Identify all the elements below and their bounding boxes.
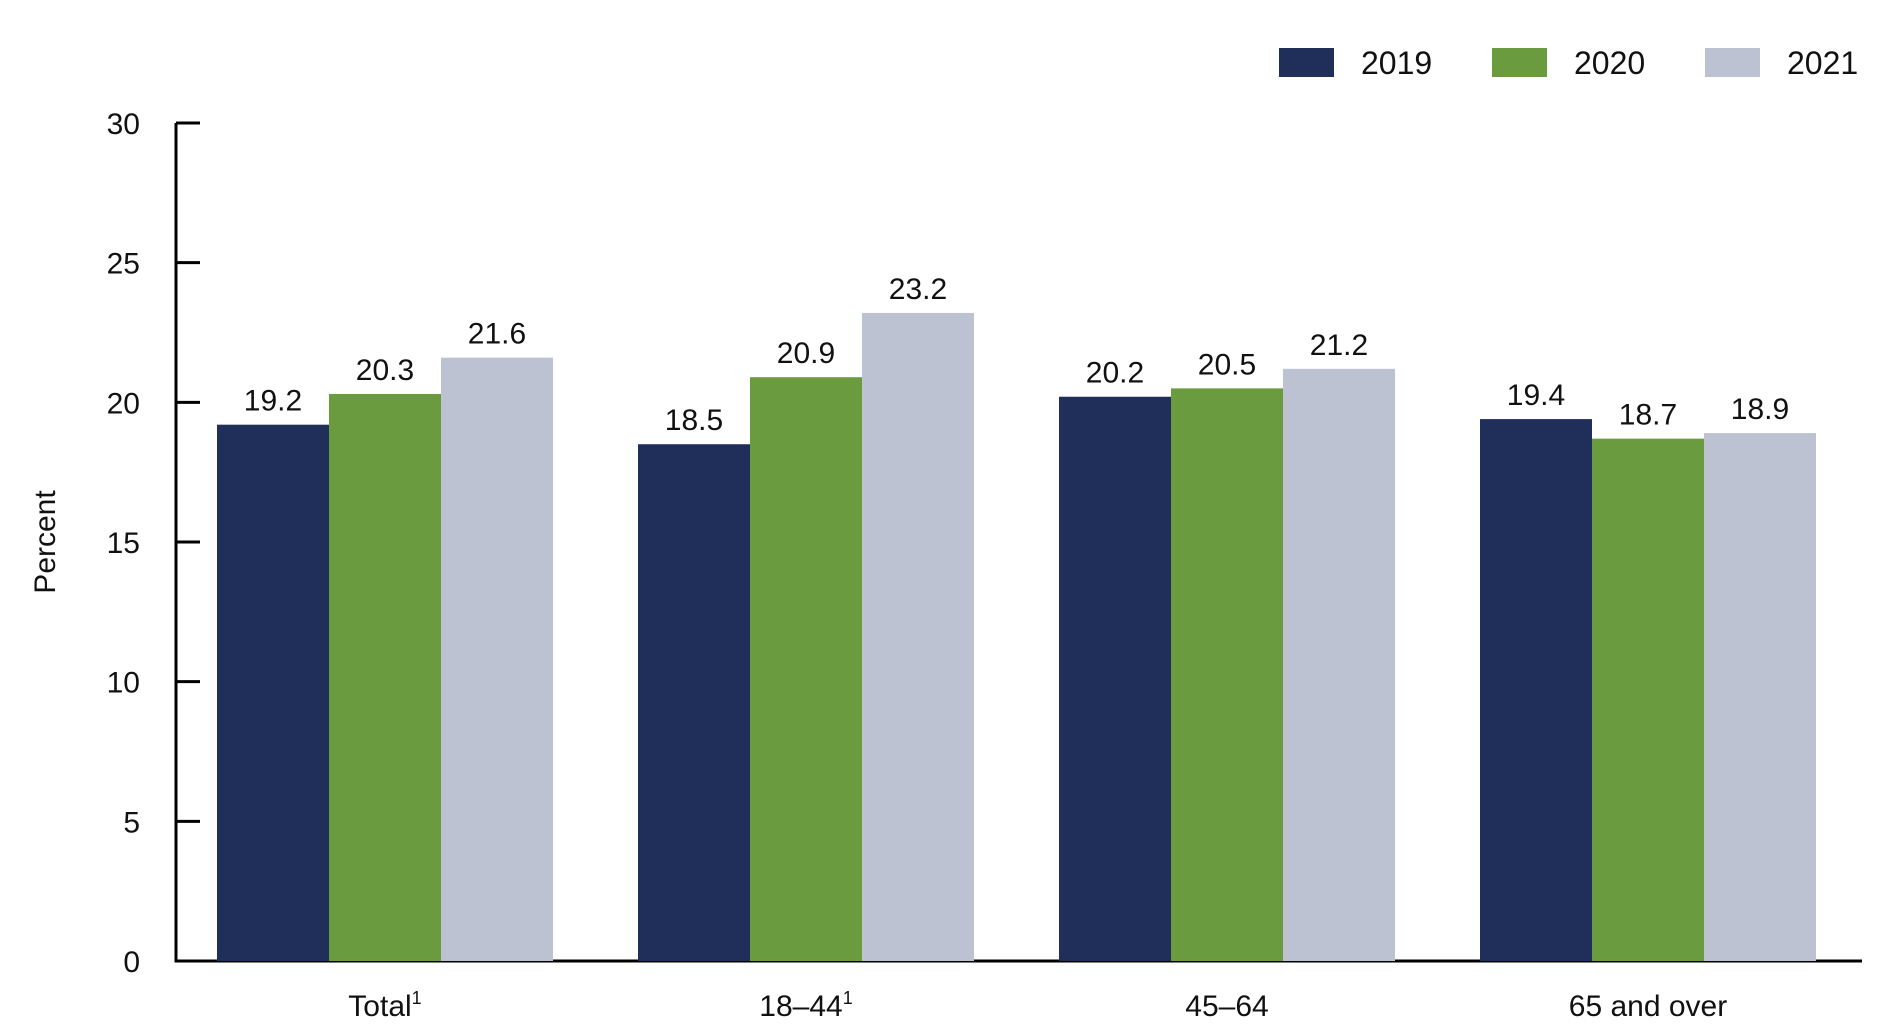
footnote-marker: 1 [412, 988, 422, 1008]
data-label: 20.9 [777, 337, 835, 370]
bar-2019-1 [638, 444, 750, 961]
bar-2019-2 [1059, 396, 1171, 961]
legend: 2019 2020 2021 [1279, 45, 1858, 81]
bar-2021-1 [862, 312, 974, 961]
x-category-text: Total [348, 990, 411, 1023]
x-category-text: 45–64 [1185, 990, 1268, 1023]
legend-swatch-2020 [1492, 48, 1547, 77]
legend-swatch-2019 [1279, 48, 1334, 77]
x-category-text: 18–44 [759, 990, 842, 1023]
x-category-label: Total1 [348, 988, 421, 1023]
data-label: 18.9 [1731, 393, 1789, 426]
data-label: 20.5 [1198, 348, 1256, 381]
bars [217, 312, 1816, 961]
data-label: 18.7 [1619, 399, 1677, 432]
footnote-marker: 1 [843, 988, 853, 1008]
data-label: 20.3 [356, 354, 414, 387]
data-label: 19.2 [244, 385, 302, 418]
data-label: 21.2 [1310, 329, 1368, 362]
bar-2020-1 [750, 377, 862, 961]
bar-2019-3 [1480, 419, 1592, 961]
x-category-label: 65 and over [1569, 990, 1727, 1023]
y-tick-label: 20 [107, 387, 140, 420]
data-label: 18.5 [665, 404, 723, 437]
data-label: 19.4 [1507, 379, 1565, 412]
data-label: 23.2 [889, 273, 947, 306]
x-category-text: 65 and over [1569, 990, 1727, 1023]
y-tick-label: 0 [123, 946, 140, 979]
bar-2019-0 [217, 424, 329, 961]
legend-label: 2019 [1361, 45, 1432, 81]
y-tick-label: 10 [107, 667, 140, 700]
x-category-label: 45–64 [1185, 990, 1268, 1023]
bar-2020-2 [1171, 388, 1283, 961]
y-axis-title: Percent [29, 490, 62, 594]
legend-swatch-2021 [1705, 48, 1760, 77]
y-tick-label: 15 [107, 527, 140, 560]
y-tick-label: 30 [107, 108, 140, 141]
bar-2020-3 [1592, 438, 1704, 961]
data-label: 20.2 [1086, 357, 1144, 390]
y-tick-label: 5 [123, 806, 140, 839]
legend-label: 2021 [1787, 45, 1858, 81]
bar-2020-0 [329, 393, 441, 961]
bar-2021-0 [441, 357, 553, 961]
legend-label: 2020 [1574, 45, 1645, 81]
data-label: 21.6 [468, 318, 526, 351]
y-tick-label: 25 [107, 248, 140, 281]
bar-2021-3 [1704, 433, 1816, 961]
bar-2021-2 [1283, 368, 1395, 961]
x-category-label: 18–441 [759, 988, 852, 1023]
data-labels: 19.2 18.5 20.2 19.4 20.3 20.9 20.5 18.7 21.6 23.2… [244, 273, 1789, 437]
